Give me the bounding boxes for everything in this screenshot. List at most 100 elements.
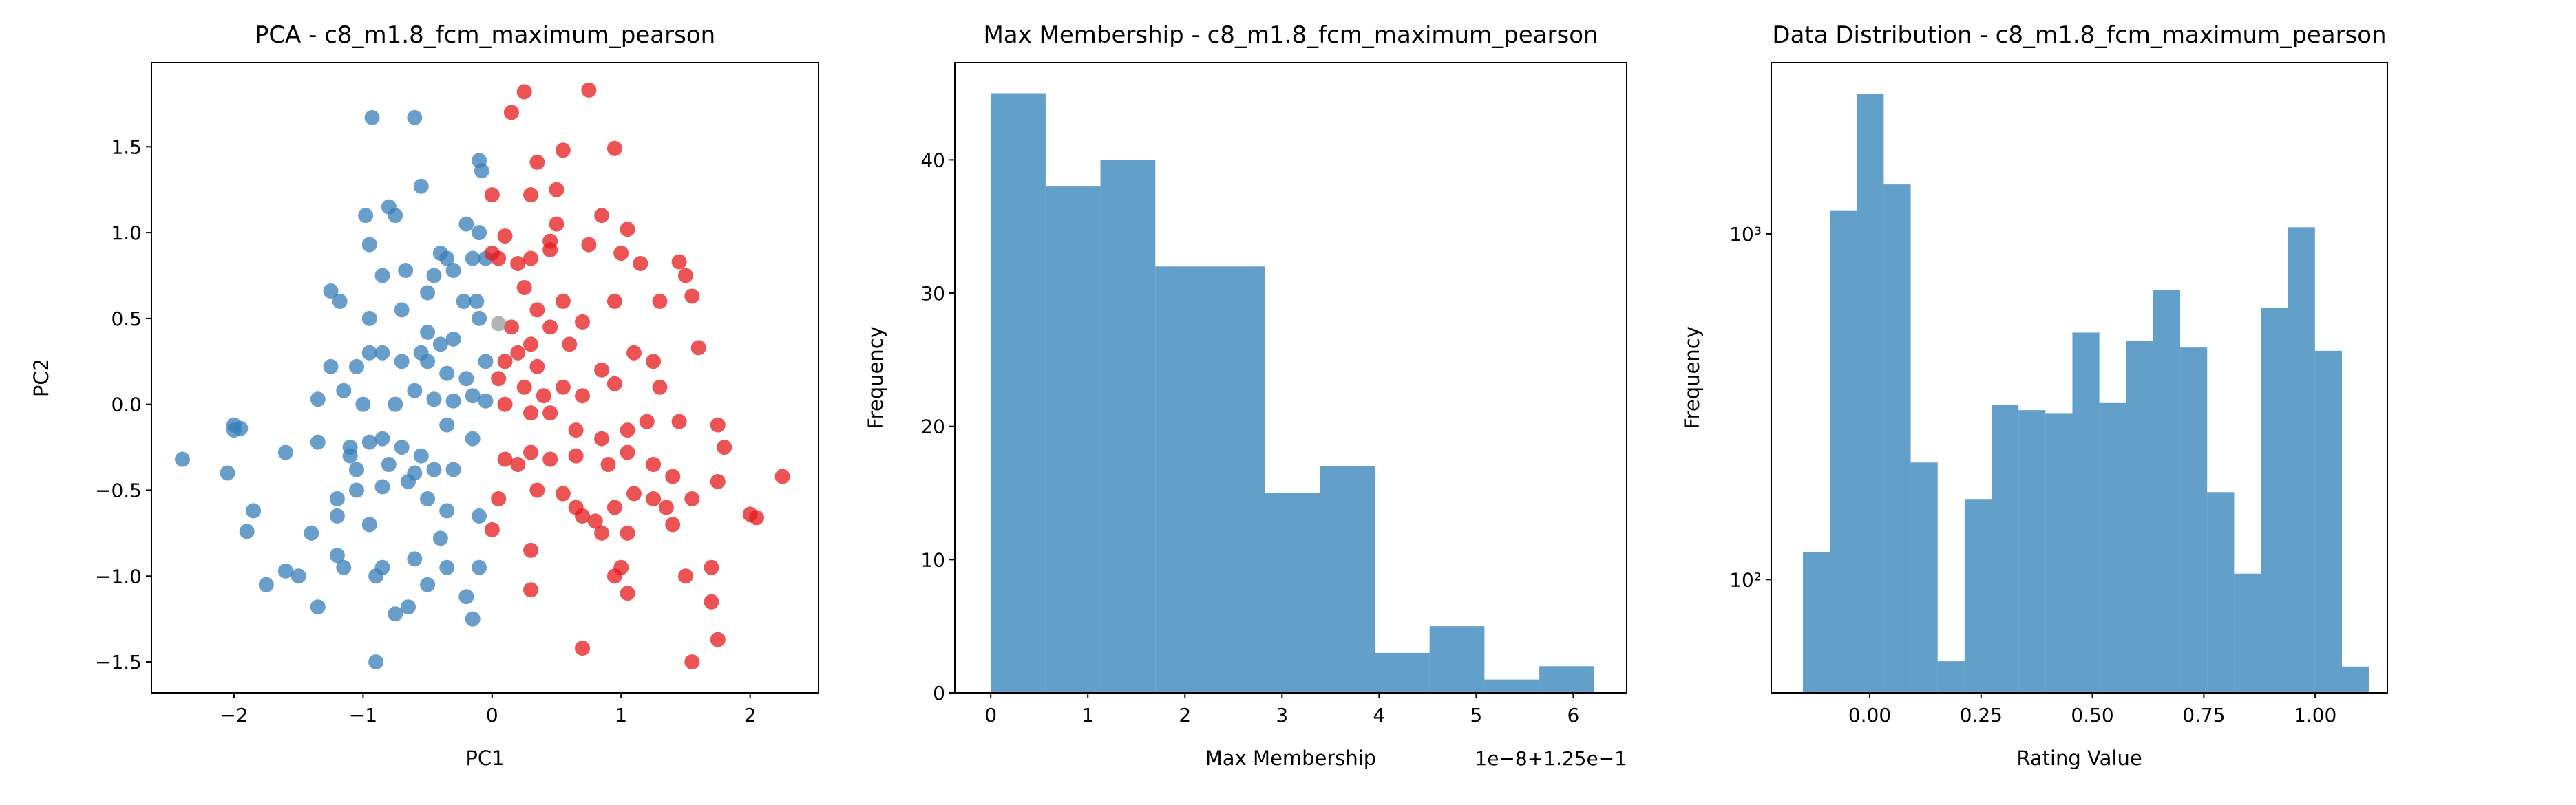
y-tick-label: 1.0 [111,222,142,244]
panel: 0 1 2 3 4 5 6 0 10 20 30 40 Max Membership - c8_m1.8… [864,21,1627,770]
scatter-point [439,417,455,433]
scatter-point [633,256,648,272]
y-tick-label: 0.5 [111,308,142,330]
scatter-point [361,345,377,361]
scatter-point [491,491,507,506]
scatter-point [516,84,532,100]
scatter-point [413,178,429,194]
scatter-point [400,474,416,490]
scatter-point [304,525,319,541]
scatter-point [439,250,455,266]
x-tick-label: 5 [1470,704,1482,727]
scatter-point [394,354,410,369]
scatter-point [575,508,591,524]
x-offset-label: 1e−8+1.25e−1 [1475,747,1627,770]
scatter-point [472,559,487,575]
scatter-point [388,208,403,224]
scatter-point [361,517,377,533]
panel: −2 −1 0 1 2 −1.5 −1.0 −0.5 0.0 0.5 1.0 1.5 PCA - c8_… [30,21,819,770]
histogram-bar [1883,184,1911,693]
scatter-point [704,559,719,575]
x-tick-label: 4 [1373,704,1385,727]
scatter-point [472,310,487,326]
histogram-bar [2341,666,2369,693]
scatter-point [374,268,390,283]
scatter-point [523,336,539,352]
scatter-point [677,268,693,283]
y-tick-label: 10³ [1729,223,1762,246]
scatter-point [426,268,442,283]
histogram-bar [1857,94,1884,694]
scatter-point [704,594,719,610]
chart-title: Data Distribution - c8_m1.8_fcm_maximum_… [1772,21,2386,49]
y-tick-label: −0.5 [95,479,142,502]
scatter-point [606,568,622,584]
scatter-point [555,142,571,158]
scatter-point [420,491,436,506]
x-tick-label: 2 [744,704,757,727]
scatter-point [478,393,494,409]
scatter-point [239,524,255,539]
x-tick-label: 1 [1081,704,1094,727]
x-tick-label: 3 [1276,704,1288,727]
scatter-point [358,208,374,224]
scatter-point [690,340,706,356]
scatter-point [432,336,448,352]
y-tick-label: 0 [933,682,945,705]
histogram-bar [1830,210,1857,693]
scatter-point [749,510,765,526]
histogram-bar [2099,402,2126,693]
scatter-point [310,434,326,450]
scatter-point [516,279,532,295]
scatter-point [613,246,629,261]
scatter-point [174,451,190,467]
scatter-point [329,548,345,564]
scatter-point [491,316,507,332]
scatter-point [646,457,662,473]
scatter-point [426,391,442,407]
plot-area [1802,94,2369,694]
x-tick-label: 2 [1179,704,1191,727]
scatter-point [469,293,485,309]
scatter-point [458,589,474,605]
histogram-bar [991,93,1046,693]
scatter-point [620,222,635,237]
scatter-point [368,568,384,584]
scatter-point [361,310,377,326]
scatter-point [594,362,610,378]
scatter-point [575,641,591,656]
scatter-point [465,388,481,404]
axes-frame [1771,62,2388,694]
scatter-point [710,474,726,490]
scatter-point [529,358,545,374]
scatter-point [684,288,700,304]
scatter-point [594,431,610,447]
scatter-point [291,568,306,584]
scatter-point [594,525,610,541]
y-tick-label: 10² [1729,568,1762,591]
scatter-point [246,503,262,519]
histogram-bar [1155,266,1210,693]
scatter-point [510,345,526,361]
scatter-point [587,513,603,529]
scatter-point [516,379,532,395]
scatter-point [497,396,513,412]
scatter-point [620,586,635,601]
histogram-bar [2288,227,2315,694]
scatter-point [665,517,681,533]
histogram-bar [1484,679,1540,693]
scatter-point [523,187,539,203]
scatter-point [456,293,472,309]
scatter-point [581,237,597,253]
scatter-point [420,577,436,592]
scatter-point [606,293,622,309]
scatter-point [606,376,622,391]
scatter-point [717,440,732,455]
scatter-point [568,448,584,464]
scatter-point [277,444,293,460]
scatter-point [420,324,436,340]
histogram-bar [2072,332,2100,693]
x-tick-label: 6 [1567,704,1580,727]
x-tick-label: 1.00 [2294,704,2336,727]
